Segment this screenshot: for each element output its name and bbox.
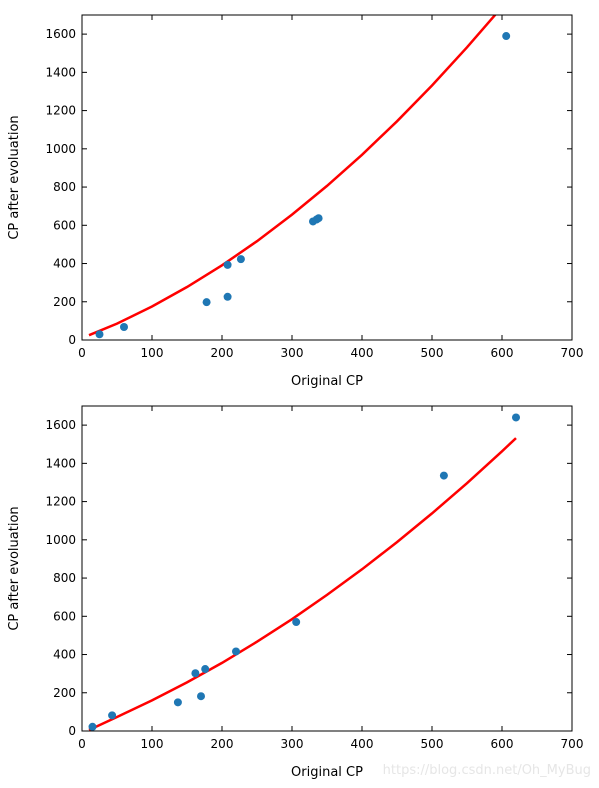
- data-point: [201, 665, 210, 674]
- y-tick-label: 1000: [45, 533, 76, 547]
- y-tick-label: 1200: [45, 495, 76, 509]
- x-tick-label: 400: [351, 346, 374, 360]
- chart-bottom: 0 100 200 300 400 500 600 700 0 200 400 600 800 1000…: [7, 405, 584, 780]
- data-point: [512, 413, 520, 422]
- data-point: [292, 618, 301, 627]
- plot-frame: [81, 14, 573, 341]
- x-tick-label: 300: [281, 346, 304, 360]
- x-axis-label: Original CP: [291, 765, 363, 780]
- y-tick-label: 1600: [45, 27, 76, 41]
- y-tick-label: 1400: [45, 65, 76, 79]
- x-tick-label: 700: [561, 737, 584, 751]
- data-point: [173, 698, 182, 707]
- x-tick-label: 700: [561, 346, 584, 360]
- y-tick-label: 200: [53, 295, 76, 309]
- x-tick-label: 100: [141, 346, 164, 360]
- x-tick-label: 0: [78, 737, 86, 751]
- watermark-text: https://blog.csdn.net/Oh_MyBug: [382, 763, 591, 778]
- x-tick-label: 0: [78, 346, 86, 360]
- data-point: [236, 255, 245, 264]
- fit-curve: [88, 15, 497, 337]
- data-point: [202, 298, 211, 307]
- data-point: [108, 711, 117, 720]
- x-tick-label: 300: [281, 737, 304, 751]
- data-point: [223, 292, 232, 301]
- x-tick-label: 200: [211, 346, 234, 360]
- data-point: [191, 669, 200, 678]
- y-tick-label: 400: [53, 648, 76, 662]
- x-tick-label: 500: [421, 737, 444, 751]
- x-tick-label: 100: [141, 737, 164, 751]
- x-tick-label: 600: [491, 346, 514, 360]
- y-tick-label: 0: [68, 333, 76, 347]
- y-tick-label: 0: [68, 724, 76, 738]
- data-point: [502, 32, 511, 41]
- data-point: [120, 323, 128, 331]
- chart-top: 0 100 200 300 400 500 600 700 0 200 400 600 800 1000…: [7, 14, 584, 389]
- x-tick-label: 600: [491, 737, 514, 751]
- data-point: [314, 214, 323, 223]
- y-axis-label: CP after evoluation: [7, 506, 22, 630]
- x-axis-label: Original CP: [291, 374, 363, 389]
- plot-frame: [81, 405, 573, 732]
- y-tick-label: 600: [53, 609, 76, 623]
- fit-curve: [88, 437, 517, 731]
- y-tick-label: 800: [53, 571, 76, 585]
- y-tick-label: 800: [53, 180, 76, 194]
- data-point: [232, 647, 240, 656]
- x-tick-label: 200: [211, 737, 234, 751]
- y-tick-label: 1000: [45, 142, 76, 156]
- data-point: [197, 692, 205, 701]
- x-tick-label: 400: [351, 737, 374, 751]
- data-point: [88, 722, 97, 731]
- y-tick-label: 600: [53, 218, 76, 232]
- x-tick-label: 500: [421, 346, 444, 360]
- y-tick-label: 1200: [45, 104, 76, 118]
- data-point: [439, 471, 448, 480]
- y-tick-label: 1400: [45, 456, 76, 470]
- y-tick-label: 1600: [45, 418, 76, 432]
- y-tick-label: 400: [53, 257, 76, 271]
- data-point: [95, 330, 104, 339]
- y-axis-label: CP after evoluation: [7, 115, 22, 239]
- y-tick-label: 200: [53, 686, 76, 700]
- data-point: [223, 260, 232, 269]
